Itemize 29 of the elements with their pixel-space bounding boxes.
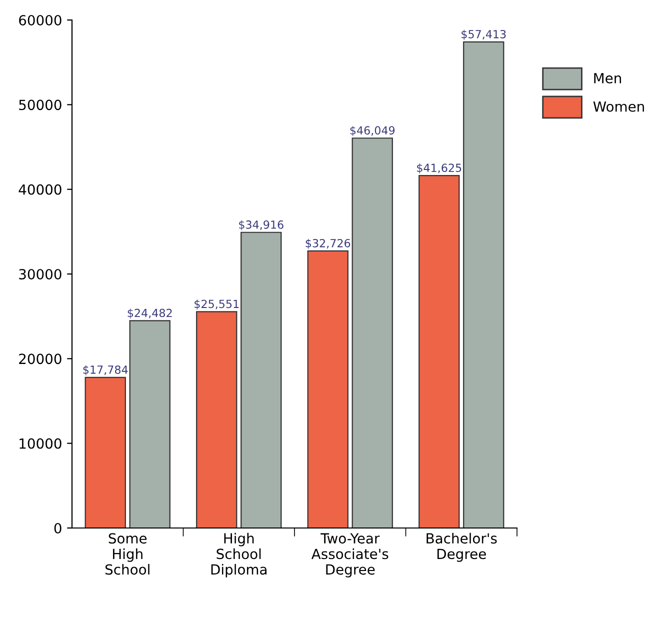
- y-tick-label: 50000: [19, 100, 62, 110]
- y-tick-label: 20000: [19, 354, 62, 364]
- y-tick-label: 0: [54, 522, 62, 534]
- bar: [463, 41, 504, 528]
- bar: [418, 175, 460, 528]
- legend-label: Women: [593, 101, 644, 112]
- bar: [84, 376, 126, 528]
- x-tick-label: Two-Year Associate's Degree: [311, 533, 388, 578]
- bar: [352, 138, 393, 528]
- bar: [129, 320, 170, 528]
- data-label: $41,625: [417, 163, 462, 174]
- x-tick-label: Some High School: [105, 533, 150, 575]
- y-tick-label: 60000: [19, 14, 62, 26]
- y-tick-label: 10000: [20, 438, 62, 449]
- data-label: $34,916: [239, 220, 284, 230]
- data-label: $46,049: [350, 126, 395, 136]
- bar: [240, 232, 282, 528]
- data-label: $25,551: [194, 300, 239, 310]
- bar: [307, 250, 348, 528]
- data-label: $17,784: [83, 365, 128, 376]
- x-tick-label: Bachelor's Degree: [426, 532, 497, 562]
- y-tick-label: 30000: [19, 268, 62, 280]
- bar: [196, 311, 238, 528]
- data-label: $24,482: [128, 308, 172, 319]
- legend-label: Men: [594, 73, 621, 84]
- y-tick-label: 40000: [18, 184, 62, 195]
- data-label: $57,413: [462, 30, 506, 40]
- data-label: $32,726: [306, 238, 350, 249]
- x-tick-label: High School Diploma: [211, 532, 266, 578]
